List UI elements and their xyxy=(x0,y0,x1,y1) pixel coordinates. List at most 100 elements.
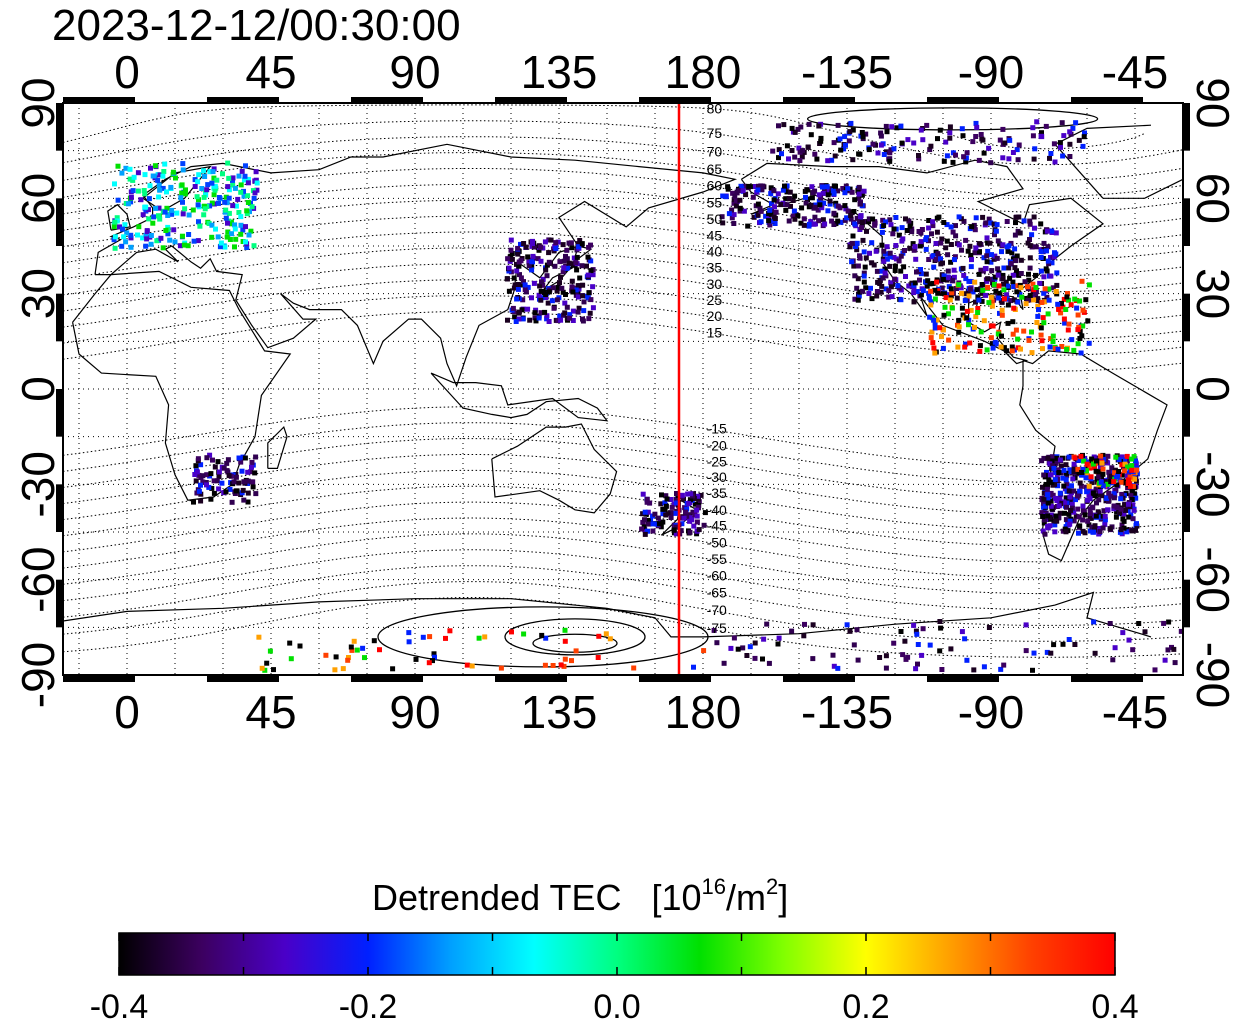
tec-point xyxy=(244,245,250,250)
tec-point xyxy=(1126,470,1132,476)
tec-point xyxy=(172,239,178,245)
tec-point xyxy=(1051,642,1057,648)
tec-point xyxy=(814,156,820,162)
tec-point xyxy=(1130,502,1136,508)
tec-point xyxy=(956,214,962,220)
tec-point xyxy=(1077,298,1083,304)
tec-point xyxy=(140,235,146,241)
tec-point xyxy=(288,656,294,662)
bottom-longitude-tick-label: 90 xyxy=(389,686,440,738)
tec-point xyxy=(833,200,839,206)
tec-point xyxy=(1079,333,1085,339)
tec-point xyxy=(253,454,259,460)
tec-point xyxy=(552,263,558,269)
tec-point xyxy=(956,317,962,323)
left-latitude-tick-label: -90 xyxy=(12,642,64,708)
tec-point xyxy=(554,297,560,303)
tec-point xyxy=(968,264,974,270)
tec-point xyxy=(262,667,268,673)
tec-point xyxy=(1038,255,1044,260)
tec-point xyxy=(644,499,650,505)
tec-point xyxy=(1039,510,1045,516)
tec-point xyxy=(1013,272,1019,277)
tec-point xyxy=(558,317,564,323)
tec-point xyxy=(851,209,857,214)
tec-point xyxy=(1010,319,1016,325)
frame-bar-segment xyxy=(207,97,279,103)
tec-point xyxy=(557,280,562,286)
tec-point xyxy=(980,287,986,293)
tec-point xyxy=(186,232,192,237)
tec-point xyxy=(645,509,651,515)
tec-point xyxy=(1029,329,1034,335)
tec-point xyxy=(891,146,897,152)
tec-point xyxy=(986,625,992,630)
tec-point xyxy=(560,242,566,248)
tec-point xyxy=(348,644,354,650)
tec-point xyxy=(173,175,178,181)
tec-point xyxy=(1041,472,1047,478)
bottom-longitude-tick-label: 135 xyxy=(521,686,598,738)
tec-point xyxy=(786,156,791,162)
tec-point xyxy=(984,235,990,241)
tec-point xyxy=(157,187,163,193)
tec-point xyxy=(855,276,861,282)
tec-point xyxy=(931,264,937,270)
tec-point xyxy=(204,482,209,488)
tec-point xyxy=(209,180,215,186)
tec-point xyxy=(515,245,521,251)
tec-point xyxy=(216,469,222,475)
tec-point xyxy=(745,223,751,229)
tec-point xyxy=(935,251,941,257)
tec-point xyxy=(943,295,949,301)
tec-point xyxy=(180,161,186,167)
tec-point xyxy=(245,478,251,484)
tec-point xyxy=(1050,285,1056,291)
tec-point xyxy=(854,285,860,291)
tec-point xyxy=(816,218,822,224)
tec-point xyxy=(1086,522,1092,528)
tec-point xyxy=(150,220,156,226)
tec-point xyxy=(1121,518,1127,524)
tec-point xyxy=(659,492,664,498)
tec-point xyxy=(827,198,833,204)
tec-point xyxy=(1026,271,1031,277)
tec-point xyxy=(966,293,972,299)
tec-point xyxy=(242,173,248,179)
tec-point xyxy=(431,651,437,657)
tec-point xyxy=(508,247,514,253)
tec-point xyxy=(769,201,774,207)
tec-point xyxy=(178,195,184,201)
tec-point xyxy=(1008,298,1014,304)
tec-point xyxy=(994,222,1000,228)
tec-point xyxy=(543,267,549,273)
tec-point xyxy=(1131,491,1137,497)
tec-point xyxy=(1026,277,1032,283)
colorbar-unit-mid: /m xyxy=(726,877,766,918)
tec-point xyxy=(808,219,814,225)
tec-point xyxy=(1046,297,1052,303)
tec-point xyxy=(864,228,869,234)
tec-point xyxy=(1041,520,1047,526)
tec-point xyxy=(645,528,650,534)
tec-point xyxy=(1124,529,1130,535)
tec-point xyxy=(976,271,982,277)
tec-point xyxy=(673,496,679,502)
tec-point xyxy=(999,333,1004,339)
tec-point xyxy=(907,223,913,229)
tec-point xyxy=(532,244,538,250)
tec-point xyxy=(997,310,1002,316)
tec-point xyxy=(830,652,836,658)
tec-point xyxy=(233,203,239,209)
tec-point xyxy=(1122,502,1128,508)
tec-point xyxy=(1066,488,1072,494)
tec-point xyxy=(1096,469,1102,475)
tec-point xyxy=(642,527,648,533)
tec-point xyxy=(1087,511,1093,517)
tec-point xyxy=(1016,142,1022,148)
tec-point xyxy=(928,335,934,341)
tec-point xyxy=(1064,482,1070,487)
tec-point xyxy=(644,496,650,502)
tec-point xyxy=(165,231,171,237)
tec-point xyxy=(962,344,968,350)
